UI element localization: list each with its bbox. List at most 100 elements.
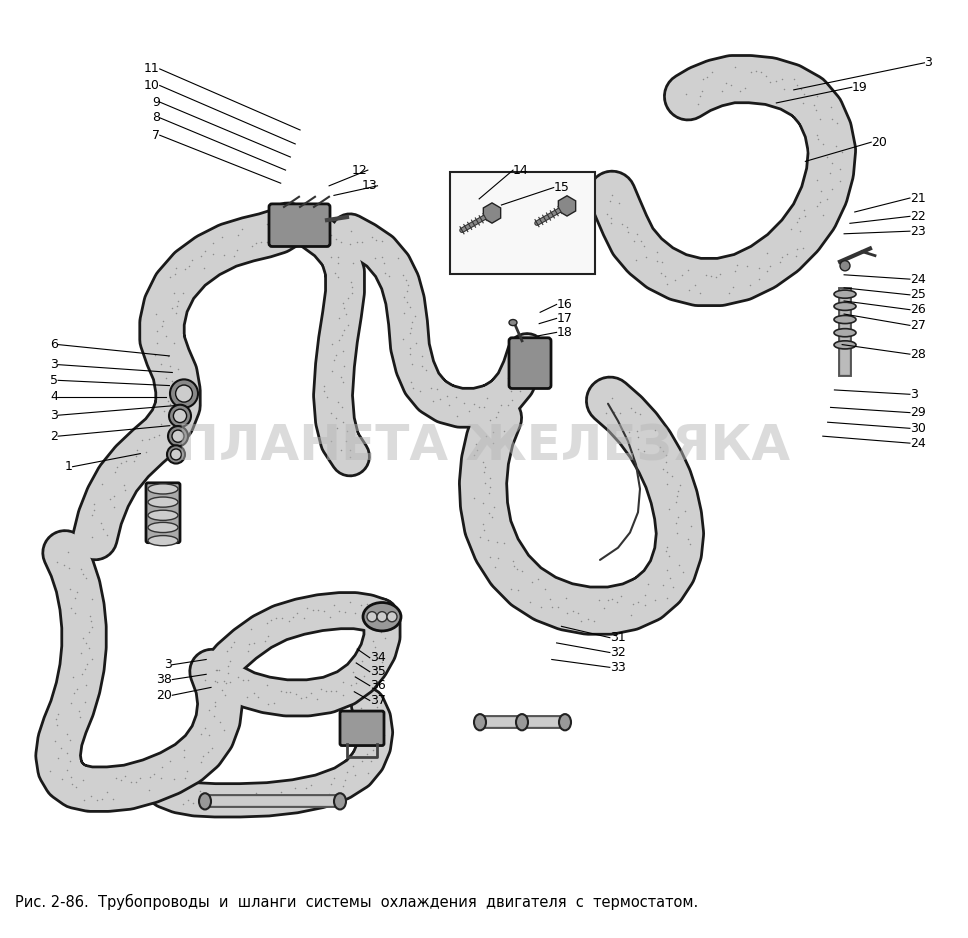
Point [692, 89, 708, 104]
Point [293, 691, 309, 706]
Point [287, 780, 303, 795]
Point [346, 759, 361, 774]
Text: 20: 20 [157, 688, 172, 702]
Point [84, 529, 100, 544]
Point [396, 290, 411, 305]
Point [196, 749, 211, 764]
Point [240, 673, 256, 688]
Point [426, 393, 441, 408]
Point [328, 348, 344, 363]
Point [209, 662, 225, 677]
Point [654, 254, 670, 269]
Point [194, 249, 209, 264]
Text: 13: 13 [362, 179, 378, 192]
Ellipse shape [363, 602, 401, 631]
Text: 36: 36 [370, 679, 385, 692]
Point [399, 272, 414, 287]
Point [603, 216, 619, 231]
Text: 3: 3 [50, 358, 58, 371]
Point [819, 149, 834, 164]
Text: 9: 9 [152, 96, 160, 109]
Point [273, 684, 288, 699]
Point [286, 610, 301, 625]
Point [672, 557, 687, 572]
Point [806, 98, 822, 113]
Point [176, 376, 192, 391]
Point [166, 772, 181, 787]
Point [758, 68, 773, 83]
Point [655, 578, 671, 593]
Point [337, 359, 352, 374]
Point [309, 691, 324, 706]
Point [658, 447, 674, 462]
Point [368, 233, 383, 248]
Point [334, 327, 349, 342]
Point [158, 370, 173, 385]
Point [304, 219, 319, 234]
Point [308, 231, 323, 246]
Point [336, 675, 351, 690]
Point [698, 267, 713, 282]
Point [405, 356, 420, 371]
Point [346, 256, 361, 271]
Point [820, 192, 835, 207]
Point [254, 234, 269, 250]
Point [146, 766, 162, 781]
Point [620, 424, 636, 439]
Point [317, 378, 332, 393]
Point [469, 437, 484, 452]
Point [403, 299, 418, 314]
Point [590, 592, 606, 607]
Point [339, 764, 354, 779]
Point [258, 234, 274, 250]
Point [76, 630, 91, 645]
Point [330, 395, 346, 410]
Point [70, 681, 85, 696]
Point [407, 309, 422, 324]
Point [54, 772, 70, 787]
Point [714, 83, 730, 98]
Point [143, 783, 159, 798]
Point [636, 443, 651, 458]
Text: 3: 3 [50, 409, 58, 422]
Point [623, 607, 639, 622]
Point [220, 666, 235, 681]
Point [721, 285, 737, 300]
Point [514, 355, 529, 370]
Ellipse shape [148, 497, 178, 507]
Point [363, 754, 378, 769]
Point [335, 343, 350, 358]
Point [738, 81, 753, 96]
Point [796, 203, 811, 218]
Point [509, 562, 525, 577]
Point [212, 787, 227, 802]
Text: 32: 32 [610, 646, 625, 659]
Point [59, 726, 75, 741]
Point [160, 393, 175, 408]
Text: 26: 26 [910, 303, 925, 316]
Point [194, 754, 209, 769]
Point [488, 410, 503, 425]
Point [102, 492, 117, 507]
Point [246, 686, 261, 701]
Point [672, 477, 687, 492]
Point [641, 577, 656, 592]
Point [705, 65, 720, 80]
Point [669, 494, 684, 509]
Point [792, 223, 807, 238]
Point [167, 267, 183, 282]
Point [629, 226, 645, 241]
Point [373, 722, 388, 737]
Point [343, 443, 358, 458]
Point [176, 749, 192, 764]
Point [79, 657, 95, 672]
Point [156, 313, 171, 328]
Point [281, 228, 296, 243]
Point [360, 614, 376, 629]
Ellipse shape [834, 290, 856, 298]
Circle shape [175, 385, 193, 402]
Ellipse shape [516, 714, 528, 731]
Point [479, 390, 495, 405]
Point [808, 103, 824, 118]
Point [323, 684, 339, 699]
